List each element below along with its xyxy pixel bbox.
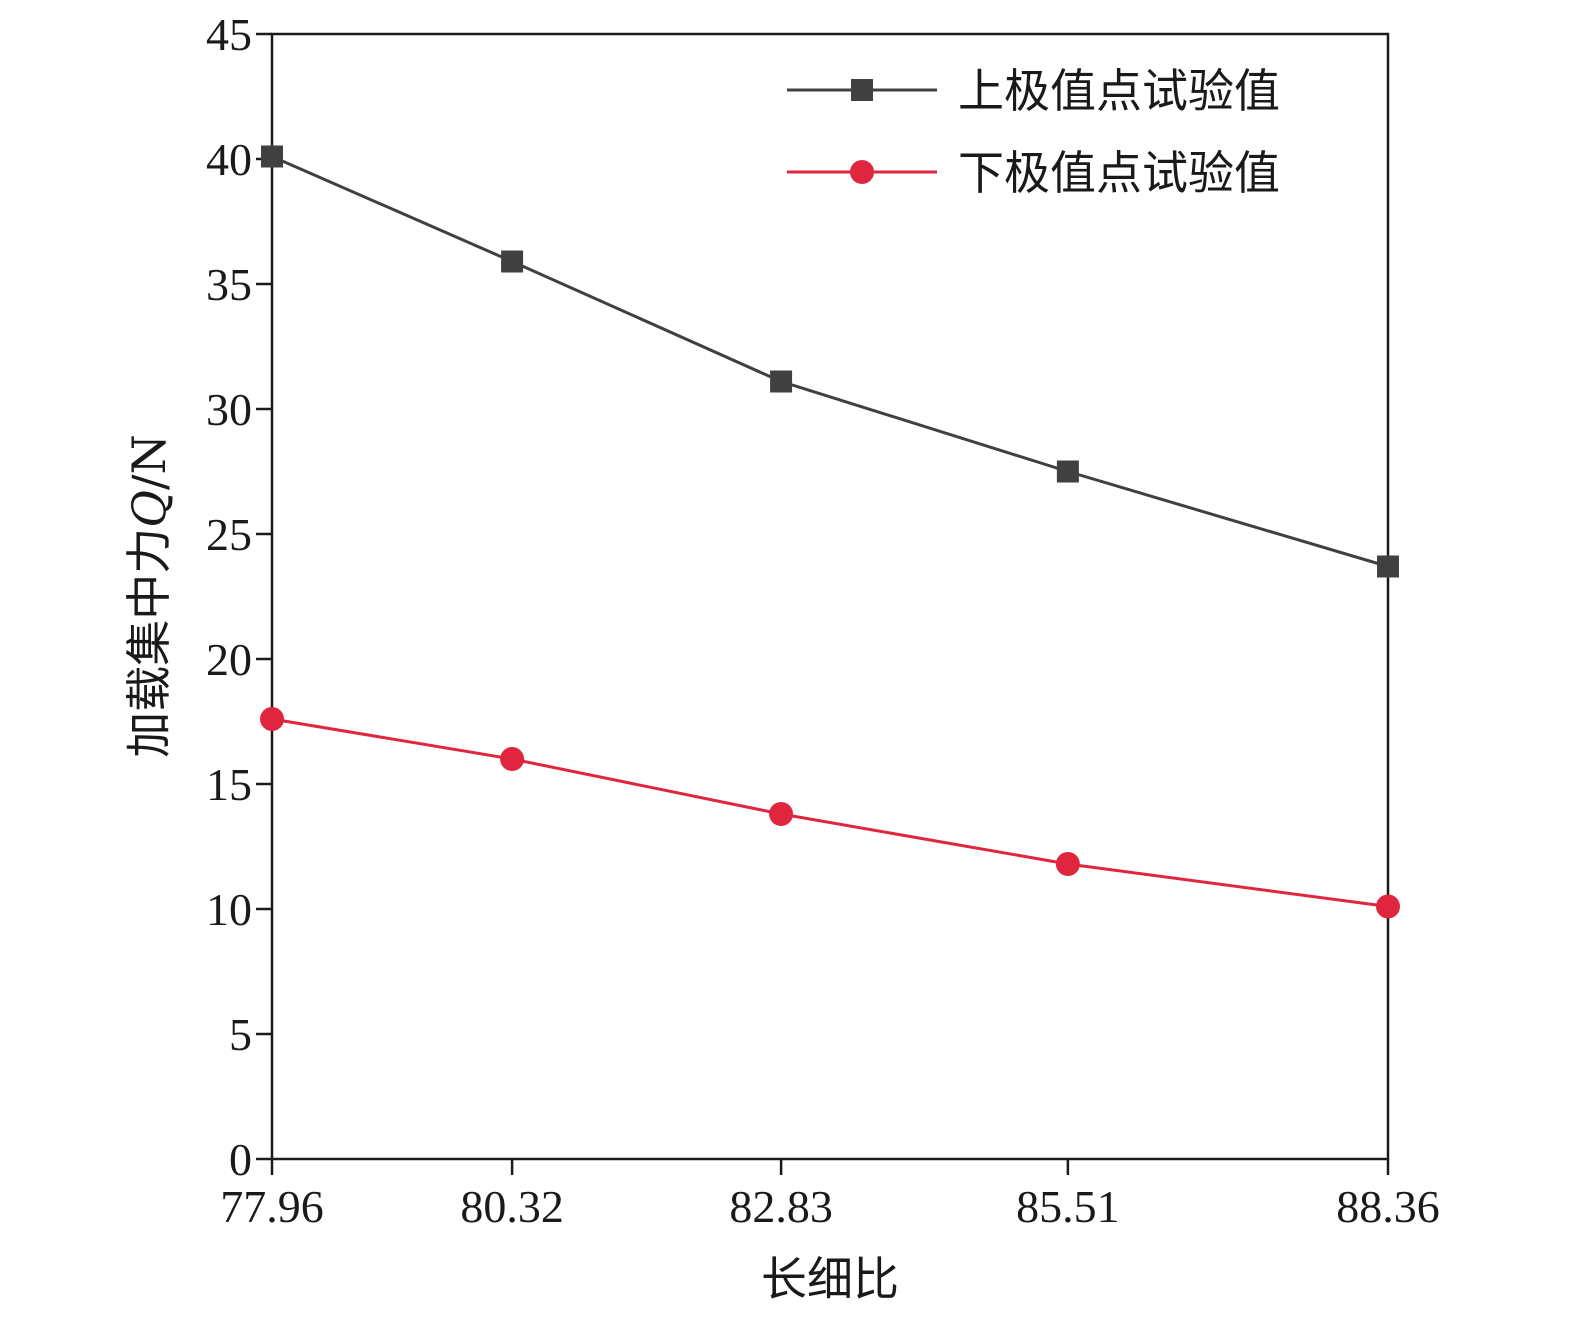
data-point-circle — [1376, 894, 1400, 919]
legend-item: 上极值点试验值 — [787, 64, 1280, 118]
x-tick-label: 88.36 — [1336, 1181, 1440, 1232]
data-point-square — [770, 370, 793, 393]
legend-item: 下极值点试验值 — [787, 146, 1280, 200]
y-axis: 0 5 10 15 20 25 30 35 40 45 — [206, 9, 272, 1185]
y-tick-label: 5 — [229, 1009, 252, 1060]
y-tick-label: 20 — [206, 634, 252, 685]
series-layer — [260, 145, 1400, 919]
data-point-square — [1056, 460, 1079, 483]
series-2 — [260, 707, 1400, 919]
y-axis-title-prefix: 加载集中力 — [122, 528, 176, 758]
y-axis-title: 加载集中力Q/N — [122, 434, 176, 757]
y-tick-label: 30 — [206, 384, 252, 435]
series-line — [271, 155, 1389, 568]
data-point-square — [261, 145, 283, 168]
x-axis: 77.96 80.32 82.83 85.51 88.36 — [220, 1159, 1440, 1232]
x-tick-label: 85.51 — [1016, 1181, 1120, 1232]
y-tick-label: 35 — [206, 259, 252, 310]
y-axis-title-symbol: Q — [122, 490, 176, 528]
y-tick-label: 25 — [206, 509, 252, 560]
legend-label: 下极值点试验值 — [958, 146, 1280, 200]
y-axis-title-unit: /N — [122, 434, 176, 490]
y-tick-label: 15 — [206, 759, 252, 810]
x-axis-title: 长细比 — [761, 1252, 899, 1306]
y-tick-label: 0 — [229, 1134, 252, 1185]
x-tick-label: 80.32 — [460, 1181, 564, 1232]
series-1 — [261, 145, 1399, 578]
legend-marker-circle — [850, 160, 874, 184]
y-tick-label: 40 — [206, 134, 252, 185]
y-tick-label: 45 — [206, 9, 252, 60]
data-point-square — [501, 250, 524, 273]
series-line — [271, 717, 1389, 908]
x-tick-label: 77.96 — [220, 1181, 324, 1232]
plot-frame — [270, 32, 1390, 1161]
data-point-square — [1377, 555, 1399, 578]
data-point-circle — [500, 747, 525, 771]
y-tick-label: 10 — [206, 884, 252, 935]
data-point-circle — [260, 707, 284, 731]
x-tick-label: 82.83 — [729, 1181, 833, 1232]
data-point-circle — [769, 802, 794, 826]
legend-label: 上极值点试验值 — [958, 64, 1280, 118]
data-point-circle — [1055, 852, 1080, 876]
legend-marker-square — [851, 79, 873, 101]
